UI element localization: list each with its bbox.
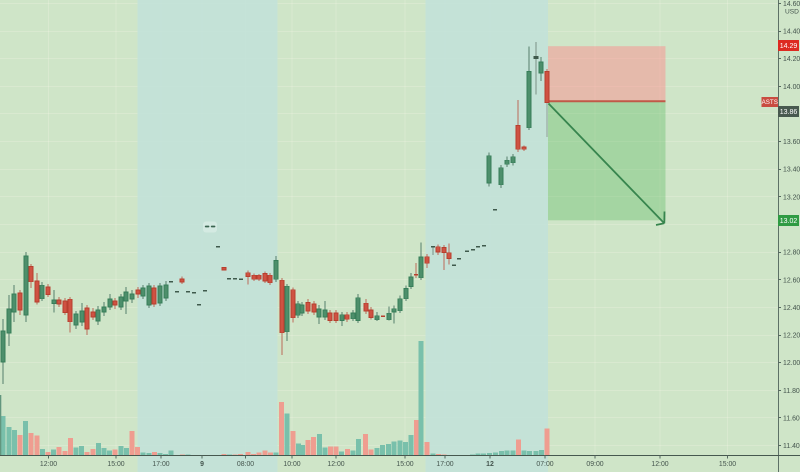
svg-text:09:00: 09:00 <box>586 461 603 468</box>
svg-text:17:00: 17:00 <box>152 461 169 468</box>
svg-text:12.80: 12.80 <box>783 250 800 257</box>
svg-text:14.29: 14.29 <box>780 43 798 50</box>
svg-text:12:00: 12:00 <box>651 461 668 468</box>
svg-text:14.60: 14.60 <box>783 1 800 8</box>
svg-text:14.20: 14.20 <box>783 56 800 63</box>
svg-text:13.20: 13.20 <box>783 194 800 201</box>
svg-text:07:00: 07:00 <box>536 461 553 468</box>
svg-text:10:00: 10:00 <box>283 461 300 468</box>
svg-text:12:00: 12:00 <box>40 461 57 468</box>
svg-text:12.40: 12.40 <box>783 305 800 312</box>
svg-text:15:00: 15:00 <box>719 461 736 468</box>
svg-text:14.00: 14.00 <box>783 84 800 91</box>
svg-text:11.60: 11.60 <box>783 416 800 423</box>
svg-text:9: 9 <box>200 461 204 468</box>
svg-text:17:00: 17:00 <box>436 461 453 468</box>
svg-text:08:00: 08:00 <box>237 461 254 468</box>
svg-text:13.40: 13.40 <box>783 167 800 174</box>
svg-text:12:00: 12:00 <box>327 461 344 468</box>
svg-text:12.00: 12.00 <box>783 360 800 367</box>
svg-text:11.80: 11.80 <box>783 388 800 395</box>
svg-text:13.86: 13.86 <box>780 109 798 116</box>
svg-text:ASTS: ASTS <box>762 99 778 106</box>
svg-text:14.40: 14.40 <box>783 29 800 36</box>
svg-text:13.02: 13.02 <box>780 218 798 225</box>
svg-text:15:00: 15:00 <box>396 461 413 468</box>
svg-text:12: 12 <box>486 461 494 468</box>
svg-text:13.60: 13.60 <box>783 139 800 146</box>
svg-text:11.40: 11.40 <box>783 443 800 450</box>
svg-text:15:00: 15:00 <box>107 461 124 468</box>
svg-text:USD: USD <box>785 9 799 16</box>
svg-text:12.20: 12.20 <box>783 333 800 340</box>
svg-text:12.60: 12.60 <box>783 277 800 284</box>
